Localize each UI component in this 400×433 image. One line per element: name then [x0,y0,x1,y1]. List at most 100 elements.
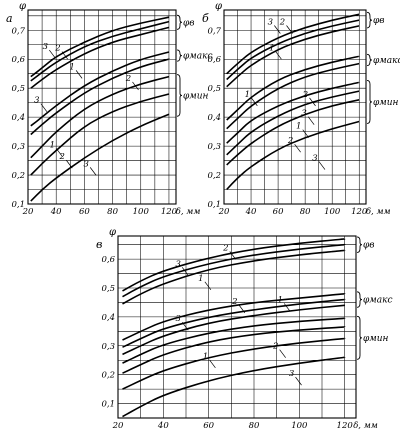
curve-label-leader [286,25,293,34]
x-tick-label: 20 [218,207,230,217]
x-tick-label: 60 [203,421,214,431]
curve-label-leader [209,359,216,368]
series-line [226,90,360,156]
curve-label-leader [251,97,258,107]
panel-label: в [96,238,102,251]
x-axis-label: δ, мм [353,421,378,431]
group-brace [356,236,363,253]
curve-label: 2 [231,297,237,307]
chart-panel: 20 40 60 80 100 120 0,1 0,2 0,3 0,4 0,5 0,6 0,7 φ δ, м… [202,1,400,217]
series-line [30,20,170,82]
group-brace [176,74,183,117]
series-line [226,13,360,75]
y-tick-label: 0,6 [11,55,25,65]
curve-label: 3 [83,159,88,169]
curve-label: 2 [125,74,131,84]
chart-panel: 20 40 60 80 100 120 0,1 0,2 0,3 0,4 0,5 0,6 φ δ, мм в φ… [96,227,393,431]
x-tick-label: 80 [107,207,118,217]
curve-label: 1 [269,44,274,54]
panel-label: а [6,12,13,25]
curve-label: 1 [50,141,55,151]
group-label: φмин [373,98,399,108]
group-label: φмакс [183,52,213,62]
y-tick-label: 0,5 [11,84,25,94]
curve-label: 3 [34,96,39,106]
curve-label-leader [49,49,56,59]
curve-label-leader [307,116,315,125]
y-tick-label: 0,2 [11,171,25,181]
chart-panel: 20 40 60 80 100 120 0,1 0,2 0,3 0,4 0,5 0,6 0,7 φ δ, м… [6,1,213,217]
curve-label-leader [302,129,310,138]
curve-label: 2 [54,44,60,54]
panel-label: б [202,12,209,25]
y-tick-label: 0,6 [101,255,115,265]
series-line [122,326,346,374]
curve-label-leader [238,304,246,314]
curve-label-leader [40,103,48,112]
y-tick-label: 0,4 [11,113,25,123]
series-line [122,304,345,356]
x-tick-label: 20 [22,207,34,217]
series-line [30,113,170,202]
curve-label-leader [56,148,63,157]
y-axis-label: φ [19,1,26,12]
curve-label-leader [294,143,301,153]
curve-label: 1 [245,90,250,100]
series-line [122,337,346,390]
curve-label-leader [283,303,291,312]
x-tick-label: 120 [337,421,354,431]
series-line [226,120,360,191]
x-tick-label: 60 [79,207,90,217]
curve-label-leader [204,281,212,290]
group-label: φв [373,16,385,26]
x-tick-label: 60 [273,207,284,217]
curve-label: 3 [175,314,180,324]
series-line [122,238,346,292]
curve-label-leader [309,97,316,107]
curve-label-leader [318,161,326,170]
plot-frame [117,235,357,419]
series-line [122,243,346,298]
x-axis-label: δ, мм [366,207,391,217]
series-line [226,25,360,88]
group-label: φв [363,241,375,251]
y-tick-label: 0,3 [11,142,25,152]
group-brace [356,291,363,308]
curve-label: 2 [279,17,285,27]
x-tick-label: 20 [112,421,124,431]
series-line [226,19,360,81]
group-label: φмин [183,91,209,101]
y-tick-label: 0,1 [11,200,25,210]
series-line [226,55,360,121]
series-line [226,62,360,130]
x-tick-label: 40 [245,207,257,217]
series-line [226,99,360,166]
curve-label-leader [275,51,282,60]
curve-label-leader [181,322,189,331]
curve-label: 3 [43,42,48,52]
curve-label: 1 [69,62,74,72]
series-line [122,317,346,364]
series-line [30,16,170,78]
curve-label-leader [132,81,139,91]
y-tick-label: 0,5 [207,84,221,94]
x-tick-label: 120 [161,207,178,217]
x-tick-label: 100 [291,421,308,431]
curve-label-leader [295,376,302,386]
group-brace [366,79,373,124]
series-line [30,75,170,159]
curve-label: 2 [287,136,293,146]
y-tick-label: 0,4 [101,313,115,323]
curve-label-leader [65,159,73,169]
x-tick-label: 100 [133,207,150,217]
y-axis-label: φ [215,1,222,12]
y-tick-label: 0,6 [207,55,221,65]
x-tick-label: 40 [157,421,169,431]
group-label: φв [183,18,195,28]
group-label: φмакс [363,296,393,306]
y-tick-label: 0,7 [207,26,221,36]
y-tick-label: 0,2 [101,371,115,381]
series-line [122,292,346,341]
series-line [30,26,170,89]
curve-label: 3 [301,109,306,119]
